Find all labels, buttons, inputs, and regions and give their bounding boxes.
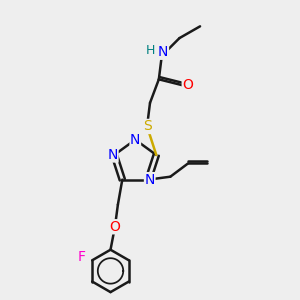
Text: N: N — [108, 148, 118, 162]
Text: F: F — [78, 250, 86, 264]
Text: N: N — [130, 133, 140, 147]
Text: S: S — [143, 119, 152, 134]
Text: O: O — [110, 220, 120, 234]
Text: H: H — [146, 44, 155, 57]
Text: O: O — [182, 78, 193, 92]
Text: N: N — [145, 172, 155, 187]
Text: N: N — [158, 45, 168, 59]
